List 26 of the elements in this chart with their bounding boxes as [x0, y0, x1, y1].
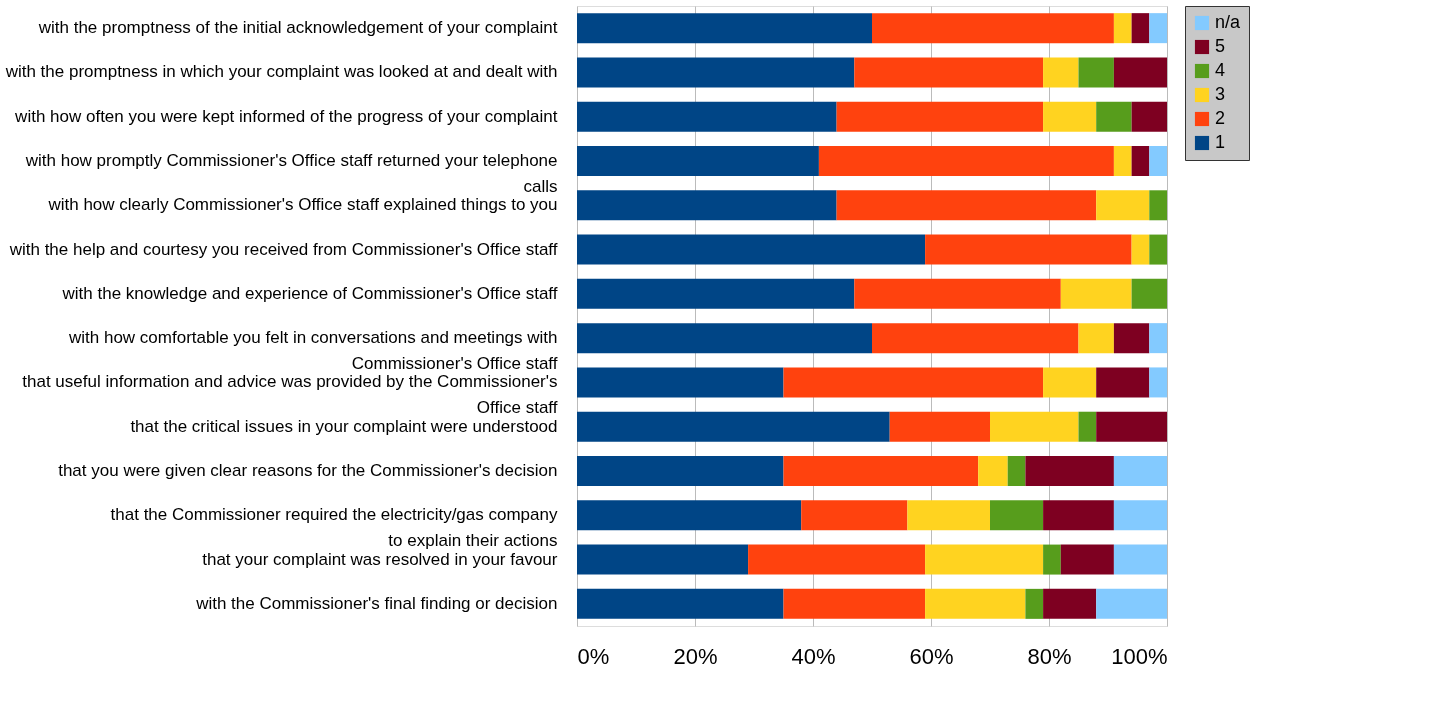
y-tick-label: with the Commissioner's final finding or decision — [195, 593, 558, 613]
y-tick-label: that your complaint was resolved in your favour — [202, 549, 558, 569]
legend-label: 4 — [1215, 60, 1226, 80]
legend-label: 3 — [1215, 84, 1226, 104]
y-tick-label: with how comfortable you felt in conversations and meetings with Commissioner's Office staff — [67, 328, 558, 374]
y-tick-label: that the critical issues in your complaint were understood — [130, 416, 558, 436]
legend-label: 2 — [1215, 108, 1226, 128]
legend-label: 1 — [1215, 132, 1226, 152]
x-tick-label: 20% — [673, 643, 718, 669]
legend-label: n/a — [1215, 12, 1242, 32]
y-tick-label: with the knowledge and experience of Commissioner's Office staff — [61, 283, 558, 303]
y-tick-label: with the promptness of the initial acknowledgement of your complaint — [37, 18, 558, 38]
x-tick-label: 80% — [1027, 643, 1072, 669]
y-tick-label: with the help and courtesy you received from Commissioner's Office staff — [8, 239, 558, 259]
y-tick-label: with the promptness in which your complaint was looked at and dealt with — [4, 62, 558, 82]
y-tick-label: that the Commissioner required the electricity/gas company to explain their actions — [110, 505, 558, 551]
y-tick-label: with how often you were kept informed of the progress of your complaint — [14, 106, 558, 126]
y-tick-label: that useful information and advice was provided by the Commissioner's Office staff — [22, 372, 558, 418]
y-tick-label: with how clearly Commissioner's Office staff explained things to you — [47, 195, 558, 215]
legend-label: 5 — [1215, 36, 1226, 56]
x-tick-label: 100% — [1111, 643, 1168, 669]
x-tick-label: 60% — [909, 643, 954, 669]
y-tick-label: with how promptly Commissioner's Office staff returned your telephone calls — [24, 151, 558, 196]
x-tick-label: 0% — [577, 643, 610, 669]
x-tick-label: 40% — [791, 643, 836, 669]
y-tick-label: that you were given clear reasons for the Commissioner's decision — [58, 461, 558, 480]
